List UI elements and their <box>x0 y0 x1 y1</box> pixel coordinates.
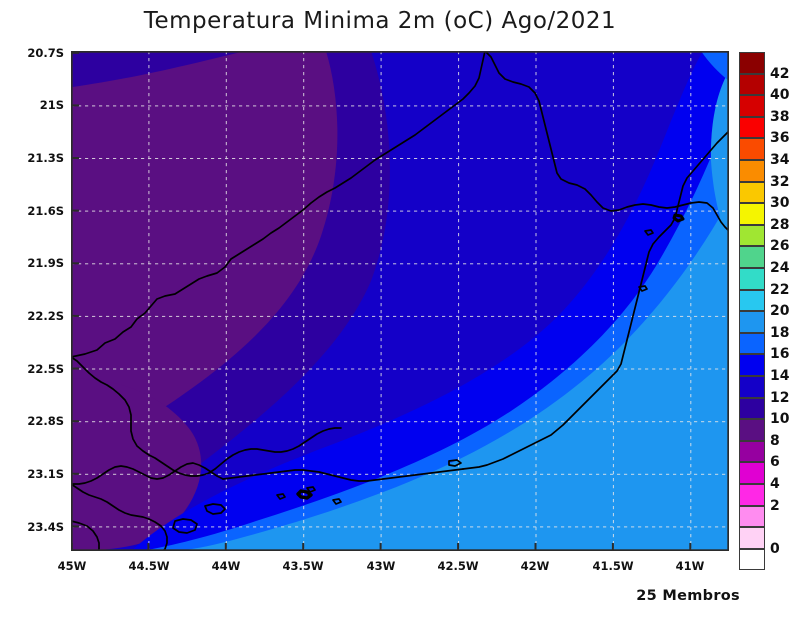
y-tick-marks <box>71 51 79 528</box>
colorbar-swatch-1 <box>739 527 765 549</box>
y-axis-label-9: 23.4S <box>27 520 64 534</box>
x-axis-label-7: 41.5W <box>592 559 634 573</box>
coastline-guanabara-bay <box>222 468 464 482</box>
colorbar-swatch-10 <box>739 419 765 441</box>
x-axis-label-8: 41W <box>675 559 705 573</box>
colorbar-swatch-4 <box>739 484 765 506</box>
island-small-2 <box>306 486 316 493</box>
state-border-southwest <box>71 356 210 477</box>
colorbar-tick-38: 38 <box>770 108 790 125</box>
colorbar-tick-34: 34 <box>770 152 790 168</box>
colorbar-swatch-12 <box>739 397 765 420</box>
colorbar-swatch-8 <box>739 440 765 463</box>
y-axis-label-0: 20.7S <box>27 46 64 60</box>
state-border-northeast <box>484 51 729 232</box>
colorbar-swatch-44 <box>739 52 765 74</box>
y-axis-label-7: 22.8S <box>27 414 64 428</box>
colorbar-tick-24: 24 <box>770 260 790 276</box>
colorbar-tick-14: 14 <box>770 368 790 384</box>
colorbar-swatch-22 <box>739 289 765 312</box>
band-12c <box>71 51 338 459</box>
colorbar-tick-0: 0 <box>770 540 780 557</box>
temperature-contour-field <box>71 51 729 551</box>
y-axis-label-3: 21.6S <box>27 204 64 218</box>
band-22c <box>176 201 729 551</box>
colorbar-tick-36: 36 <box>770 130 790 147</box>
colorbar-swatch-16 <box>739 354 765 376</box>
state-border-paraiba-valley <box>208 427 342 474</box>
colorbar-tick-42: 42 <box>770 65 790 82</box>
urban-marker-rio <box>296 489 313 500</box>
colorbar-swatch-40 <box>739 95 765 117</box>
colorbar-tick-22: 22 <box>770 281 790 298</box>
gridlines <box>71 51 729 551</box>
band-20c-northeast <box>701 51 729 81</box>
urban-marker-vitoria <box>672 213 685 223</box>
colorbar-swatch-2 <box>739 505 765 528</box>
colorbar-tick-4: 4 <box>770 476 780 492</box>
colorbar-swatch-14 <box>739 376 765 398</box>
state-border-north <box>71 51 486 358</box>
y-axis-label-5: 22.2S <box>27 309 64 323</box>
colorbar-swatch-32 <box>739 181 765 204</box>
y-axis-label-6: 22.5S <box>27 362 64 376</box>
colorbar-swatch-26 <box>739 246 765 268</box>
map-plot-area <box>71 51 729 551</box>
colorbar-tick-2: 2 <box>770 497 780 514</box>
colorbar-swatch-30 <box>739 203 765 225</box>
x-axis-label-2: 44W <box>211 559 241 573</box>
chart-title: Temperatura Minima 2m (oC) Ago/2021 <box>143 8 617 34</box>
x-tick-marks <box>71 543 692 551</box>
colorbar-tick-12: 12 <box>770 389 790 406</box>
x-axis-label-6: 42W <box>520 559 550 573</box>
coastline-southwest-sp <box>71 483 168 551</box>
y-axis-label-1: 21S <box>39 98 64 112</box>
island-small-1 <box>276 493 286 500</box>
x-axis-label-5: 42.5W <box>437 559 479 573</box>
coastline-and-borders <box>71 51 729 551</box>
coastline-east <box>462 130 729 470</box>
colorbar-tick-40: 40 <box>770 87 790 104</box>
island-marambaia <box>204 503 226 515</box>
colorbar-tick-30: 30 <box>770 195 790 212</box>
colorbar-tick-10: 10 <box>770 411 790 428</box>
colorbar-tick-20: 20 <box>770 303 790 320</box>
colorbar-tick-32: 32 <box>770 173 790 190</box>
island-offshore-e <box>638 285 648 292</box>
colorbar-swatch-36 <box>739 138 765 160</box>
coastline-sp-inner <box>71 520 100 551</box>
island-cabo-frio <box>448 459 462 467</box>
colorbar-swatch-6 <box>739 462 765 484</box>
island-ilha-grande <box>172 518 198 534</box>
ensemble-member-note: 25 Membros <box>636 588 740 604</box>
y-axis-label-2: 21.3S <box>27 151 64 165</box>
colorbar-swatch-0 <box>739 548 765 571</box>
colorbar-tick-8: 8 <box>770 432 780 449</box>
island-offshore-ne <box>644 229 654 236</box>
x-axis-label-3: 43.5W <box>282 559 324 573</box>
island-small-3 <box>332 498 342 505</box>
colorbar-swatch-24 <box>739 268 765 290</box>
coastline-sepetiba-bay <box>71 462 224 485</box>
colorbar-swatch-42 <box>739 73 765 96</box>
x-axis-label-4: 43W <box>366 559 396 573</box>
colorbar-tick-28: 28 <box>770 216 790 233</box>
plot-frame <box>71 51 729 551</box>
colorbar-swatch-34 <box>739 160 765 182</box>
band-22c-east-edge <box>710 71 729 241</box>
colorbar-tick-18: 18 <box>770 324 790 341</box>
colorbar-swatch-20 <box>739 311 765 333</box>
colorbar-tick-6: 6 <box>770 454 780 471</box>
y-axis-label-4: 21.9S <box>27 256 64 270</box>
y-axis-label-8: 23.1S <box>27 467 64 481</box>
x-axis-label-1: 44.5W <box>128 559 170 573</box>
colorbar-tick-26: 26 <box>770 238 790 255</box>
colorbar-swatch-38 <box>739 116 765 139</box>
x-axis-label-0: 45W <box>57 559 87 573</box>
colorbar-tick-16: 16 <box>770 346 790 363</box>
colorbar-swatch-18 <box>739 332 765 355</box>
colorbar-swatch-28 <box>739 224 765 247</box>
